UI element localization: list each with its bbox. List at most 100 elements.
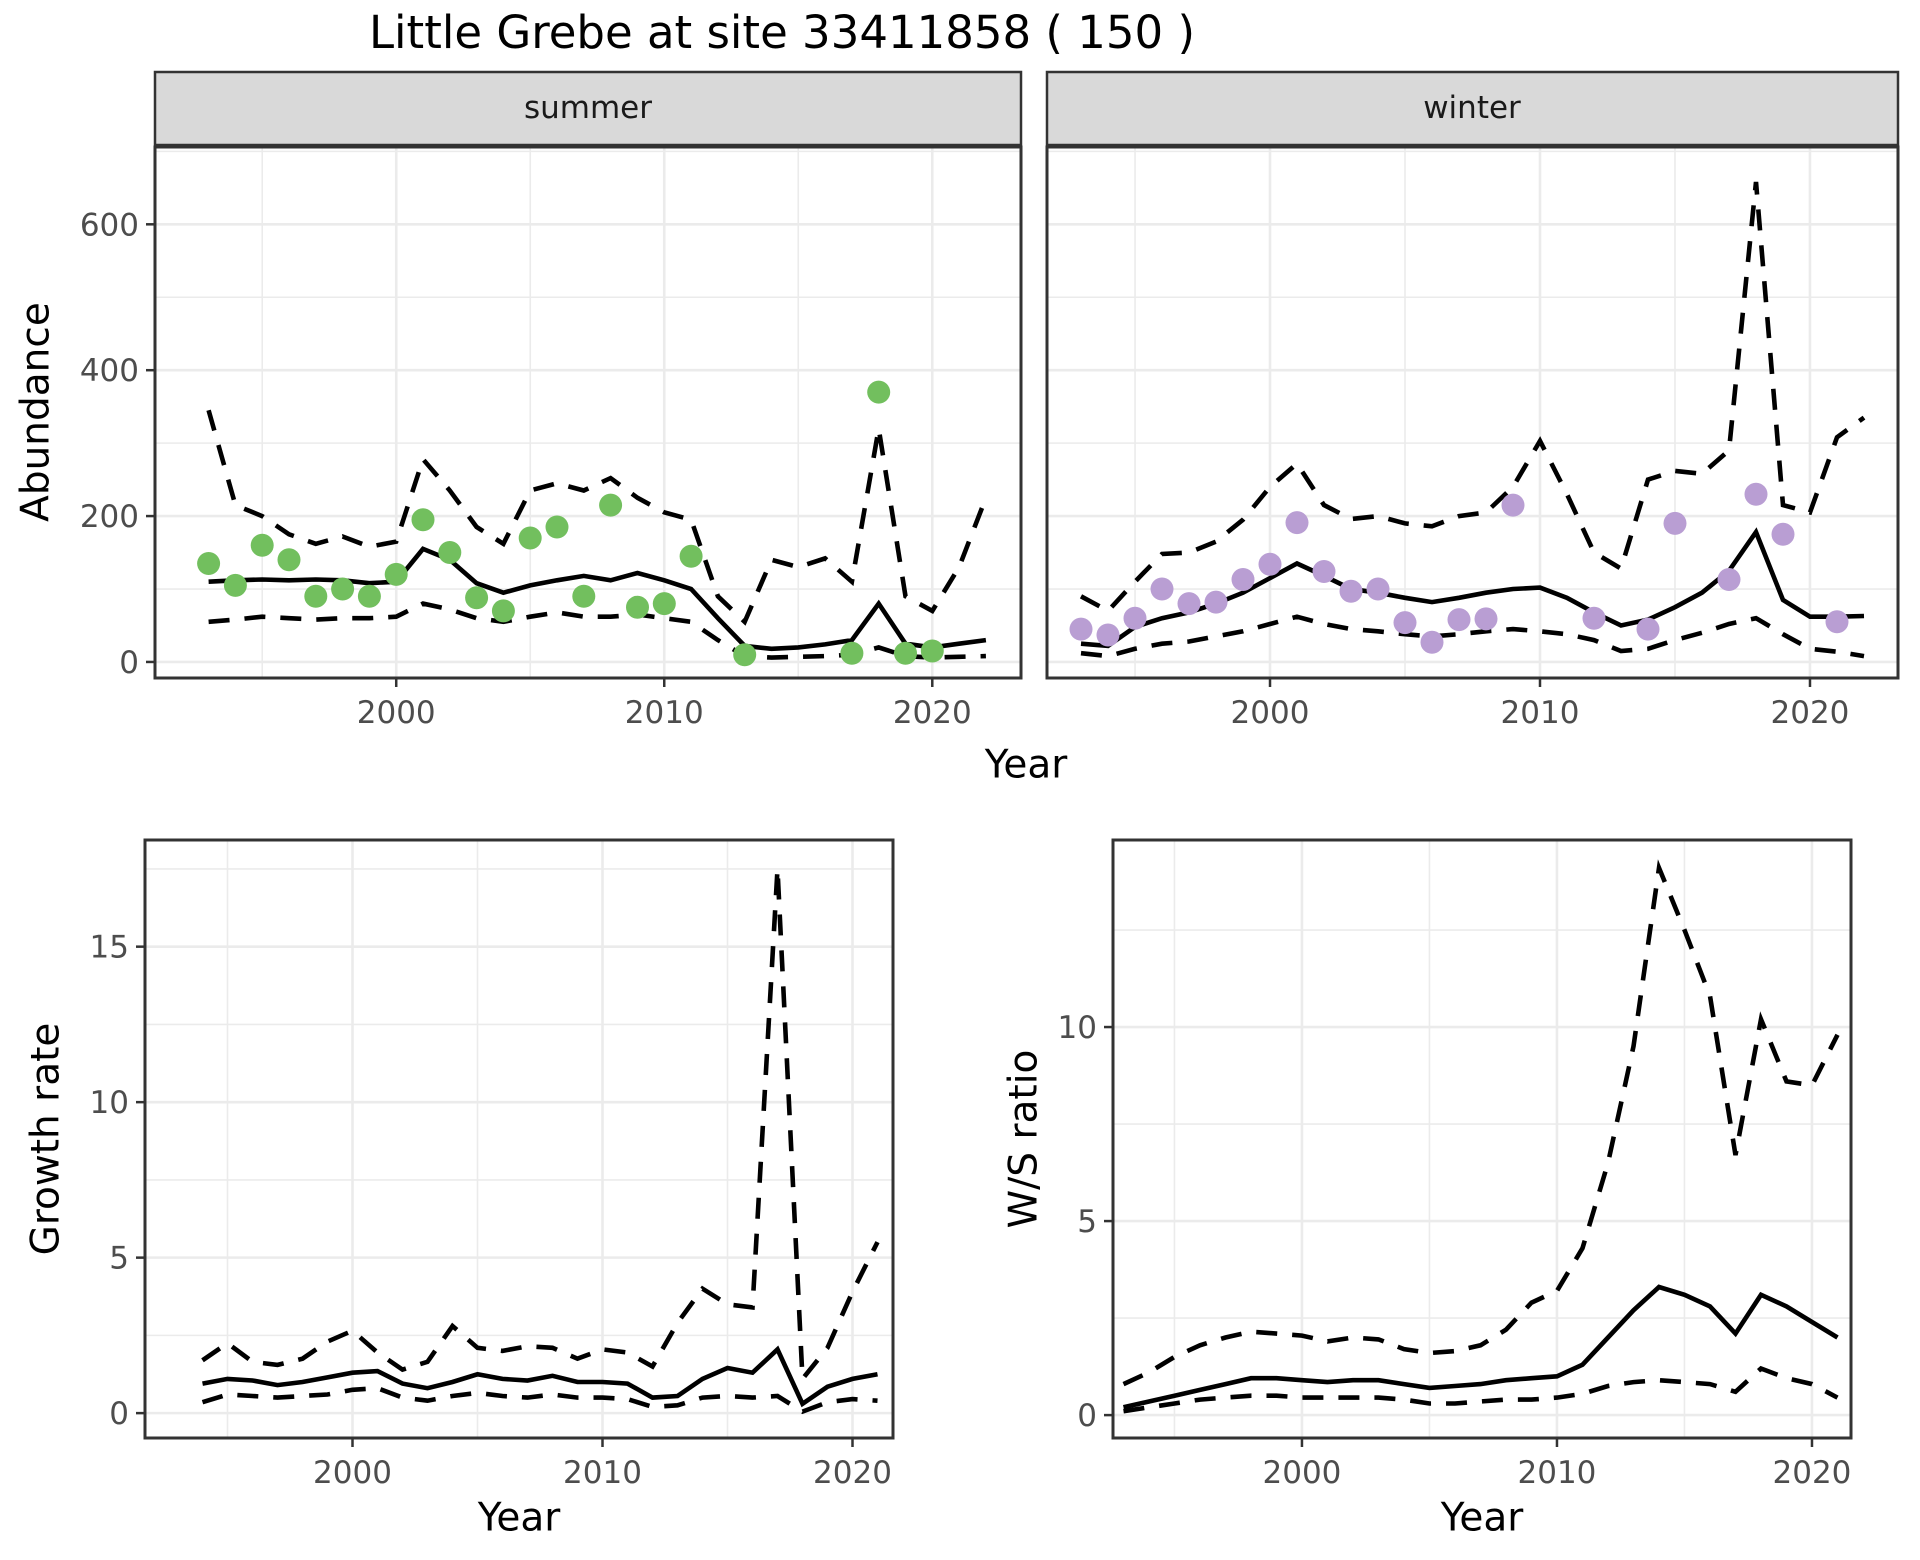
data-point	[652, 592, 676, 616]
data-point	[1258, 552, 1282, 576]
axis-tick-label: 5	[109, 1241, 129, 1277]
axis-tick-label: 2020	[1771, 695, 1850, 731]
confidence-band-line	[1079, 181, 1866, 614]
facet-strip-label-summer: summer	[523, 90, 653, 126]
data-point	[223, 573, 247, 597]
panel-growth_rate: 2000 2010 2020 0 5 10 15	[90, 838, 895, 1491]
confidence-band-line	[1123, 1365, 1839, 1414]
data-point	[277, 548, 301, 572]
panel-border	[143, 838, 895, 1440]
data-point	[1447, 608, 1471, 632]
panel-abundance_summer: 2000 2010 2020 0 200 400 600	[80, 70, 1023, 731]
data-layer	[201, 868, 880, 1415]
chart-title: Little Grebe at site 33411858 ( 150 )	[368, 6, 1196, 59]
axis-tick-label: 0	[1077, 1398, 1097, 1434]
axis-tick-label: 2010	[563, 1455, 642, 1491]
axis-tick-label: 600	[80, 207, 139, 243]
confidence-band-line	[201, 1385, 878, 1415]
data-point	[304, 584, 328, 608]
data-point	[1177, 592, 1201, 616]
data-point	[1582, 606, 1606, 630]
data-point	[384, 562, 408, 586]
data-point	[491, 599, 515, 623]
data-point	[733, 643, 757, 667]
data-point	[1771, 522, 1795, 546]
axis-tick-label: 2020	[893, 695, 972, 731]
confidence-band-line	[206, 409, 989, 626]
y-axis-title-abundance: Abundance	[13, 302, 59, 522]
data-point	[545, 515, 569, 539]
fit-line	[1122, 1284, 1839, 1410]
axis-tick-label: 5	[1077, 1204, 1097, 1240]
panel-background	[1047, 147, 1898, 678]
data-point	[1474, 607, 1498, 631]
data-point	[331, 577, 355, 601]
axis-tick-label: 0	[109, 1396, 129, 1432]
data-point	[920, 639, 944, 663]
data-point	[626, 595, 649, 619]
data-point	[1069, 617, 1093, 641]
facet-strip	[1045, 70, 1900, 147]
confidence-band-line	[1080, 614, 1865, 659]
axis-tick-label: 2010	[1518, 1455, 1597, 1491]
confidence-band-line	[201, 868, 880, 1386]
axis-tick-label: 10	[90, 1085, 129, 1121]
fit-line	[202, 1345, 878, 1408]
data-layer	[1122, 859, 1840, 1414]
axis-tick-label: 200	[80, 499, 139, 535]
data-point	[465, 586, 489, 610]
x-axis-title-year-top: Year	[984, 742, 1068, 788]
data-point	[1096, 623, 1120, 647]
data-point	[1366, 577, 1390, 601]
axis-tick-label: 2010	[1501, 695, 1580, 731]
x-axis-title-year-ws: Year	[1440, 1495, 1524, 1541]
data-point	[1717, 568, 1741, 591]
x-axis-title-year-growth: Year	[477, 1495, 561, 1541]
data-point	[1663, 511, 1687, 535]
data-point	[1501, 493, 1525, 517]
panel-border	[1045, 145, 1900, 680]
axis-tick-label: 10	[1058, 1010, 1097, 1046]
panel-background	[1113, 840, 1851, 1438]
data-point	[867, 380, 891, 404]
data-point	[518, 526, 542, 550]
data-point	[1420, 630, 1444, 654]
y-axis-title-growth-rate: Growth rate	[23, 1022, 69, 1256]
data-point	[572, 584, 596, 608]
data-point	[197, 552, 221, 575]
axis-tick-label: 2020	[813, 1455, 892, 1491]
data-point	[1393, 611, 1417, 635]
data-point	[1231, 568, 1255, 591]
data-point	[1744, 482, 1768, 506]
data-point	[1312, 560, 1336, 583]
facet-strip-label-winter: winter	[1423, 90, 1521, 126]
data-point	[438, 541, 462, 564]
data-point	[599, 493, 623, 517]
data-point	[1123, 606, 1147, 630]
axis-tick-label: 0	[119, 645, 139, 681]
panel-border	[153, 145, 1023, 680]
axis-tick-label: 2000	[357, 695, 436, 731]
facet-strip	[153, 70, 1023, 147]
confidence-band-line	[1122, 859, 1840, 1387]
axis-tick-label: 2000	[1263, 1455, 1342, 1491]
data-point	[1825, 610, 1849, 634]
panel-ws_ratio: 2000 2010 2020 0 5 10	[1058, 838, 1853, 1491]
axis-tick-label: 2010	[625, 695, 704, 731]
data-point	[1204, 590, 1228, 614]
panel-border	[1111, 838, 1853, 1440]
data-point	[357, 584, 381, 608]
data-point	[840, 641, 864, 665]
data-point	[250, 533, 274, 557]
data-point	[894, 641, 917, 665]
axis-tick-label: 400	[80, 353, 139, 389]
data-point	[1636, 617, 1660, 641]
data-layer	[197, 380, 989, 667]
y-axis-title-ws-ratio: W/S ratio	[1001, 1049, 1047, 1229]
data-point	[1285, 511, 1309, 535]
data-point	[1150, 577, 1174, 601]
panel-abundance_winter: 2000 2010 2020	[1045, 70, 1900, 731]
axis-tick-label: 2000	[1231, 695, 1310, 731]
data-point	[1339, 579, 1363, 603]
